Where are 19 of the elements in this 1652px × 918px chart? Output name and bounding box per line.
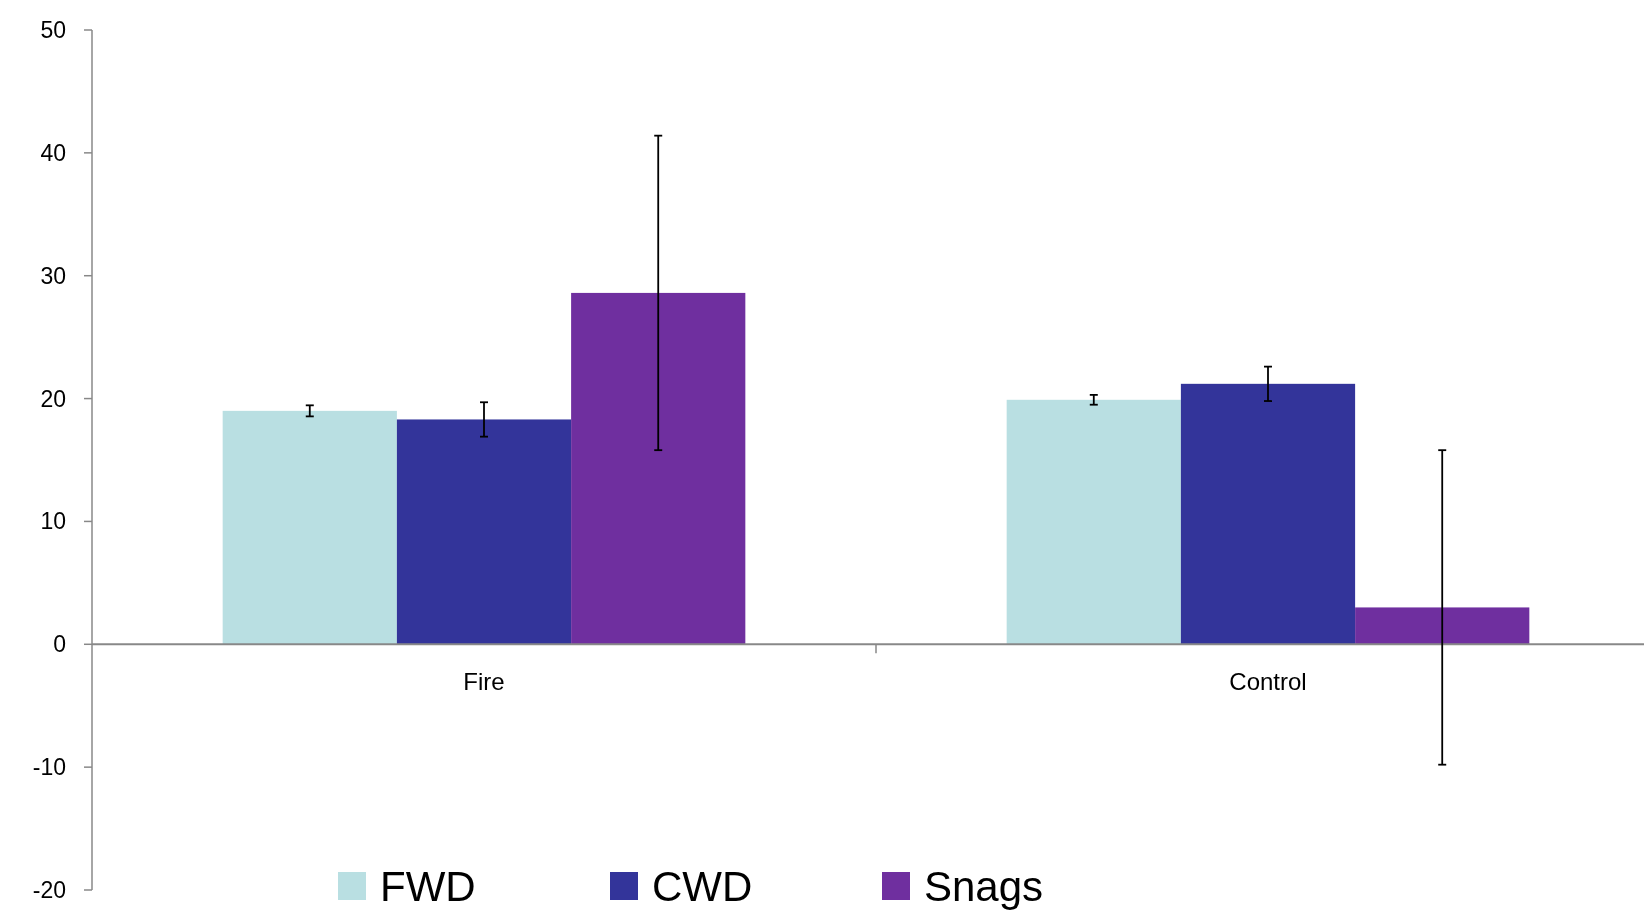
bar bbox=[396, 419, 572, 645]
y-tick-label: 20 bbox=[40, 385, 66, 412]
y-tick-label: 30 bbox=[40, 262, 66, 289]
y-tick-label: 10 bbox=[40, 508, 66, 535]
bar bbox=[1180, 383, 1356, 645]
y-tick-label: -20 bbox=[32, 877, 66, 904]
legend-label: CWD bbox=[652, 862, 753, 910]
y-tick-label: 50 bbox=[40, 17, 66, 44]
y-tick-label: 40 bbox=[40, 139, 66, 166]
y-tick-label: -10 bbox=[32, 754, 66, 781]
y-tick-label: 0 bbox=[53, 631, 66, 658]
bar bbox=[1006, 399, 1181, 645]
x-tick-label: Control bbox=[1229, 668, 1307, 696]
bar bbox=[571, 292, 746, 645]
legend-label: Snags bbox=[924, 862, 1044, 910]
legend-label: FWD bbox=[380, 862, 476, 910]
bar bbox=[222, 410, 397, 645]
x-tick-label: Fire bbox=[463, 668, 505, 696]
bar bbox=[1355, 607, 1530, 645]
